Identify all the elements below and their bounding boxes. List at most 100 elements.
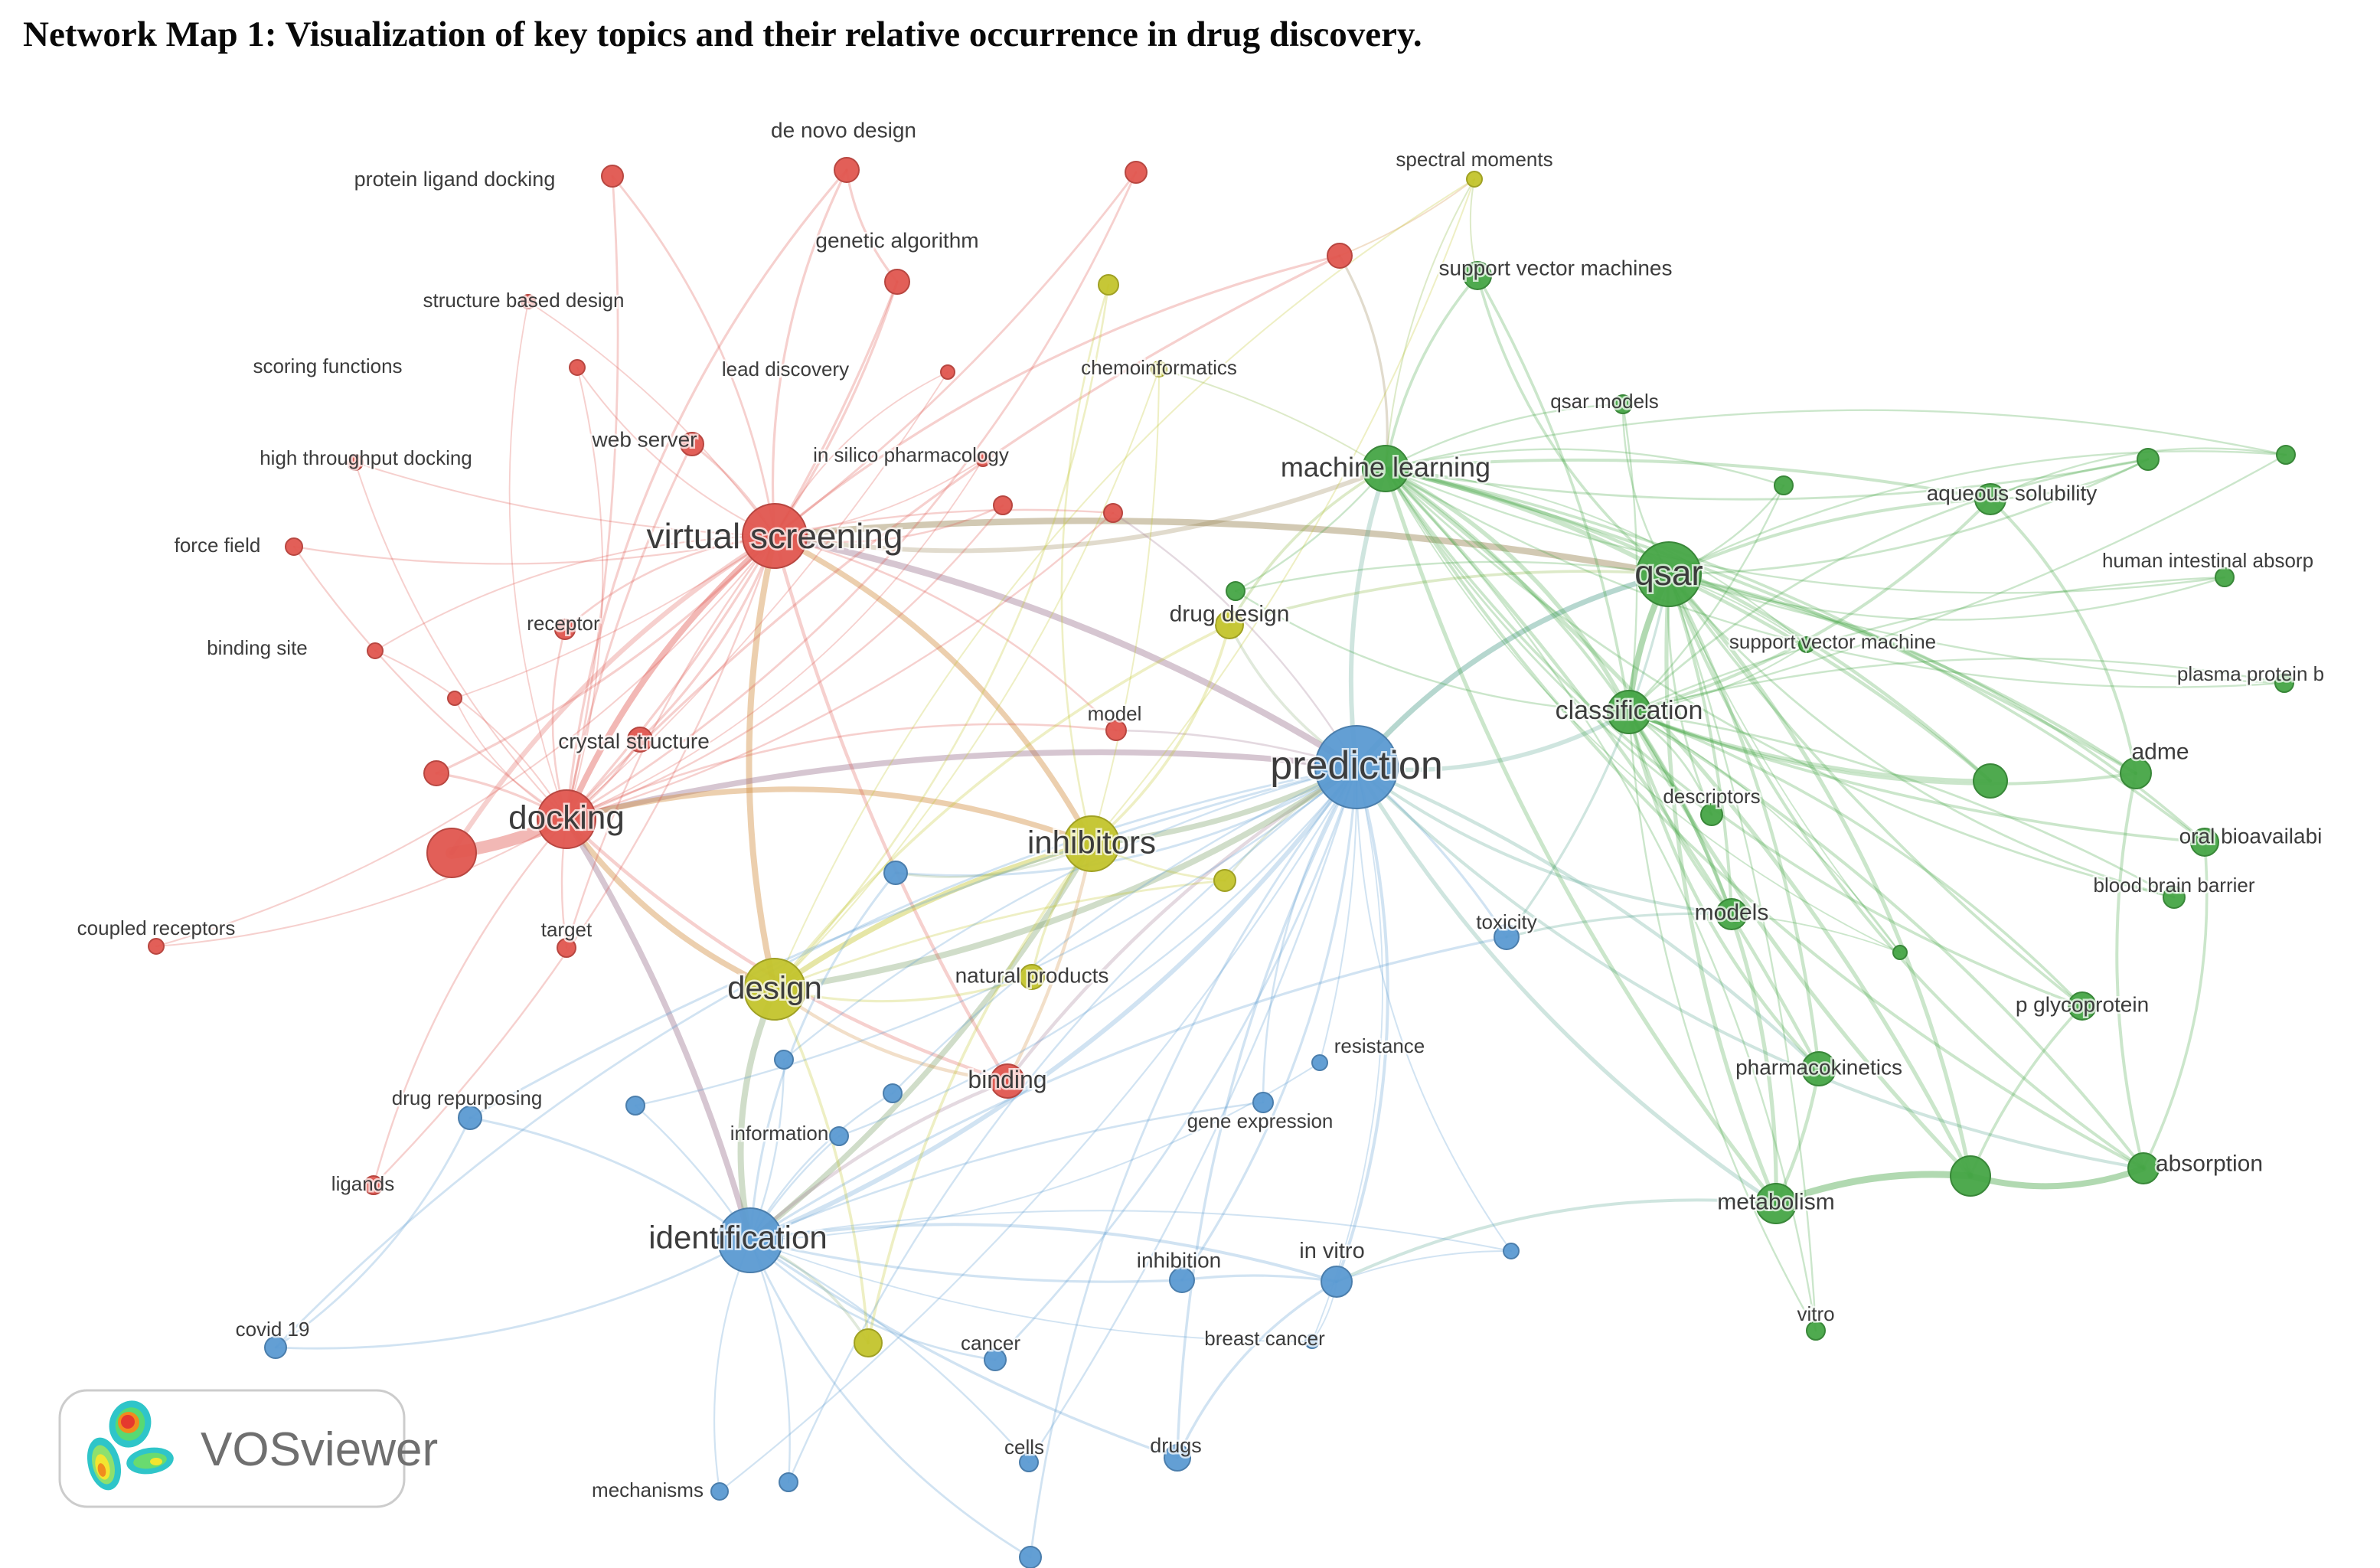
edge-absorption--classification xyxy=(1627,710,2145,1170)
node-prediction[interactable] xyxy=(1314,725,1399,809)
node-u1[interactable] xyxy=(447,691,462,706)
node-plasma-protein-b[interactable] xyxy=(2274,673,2294,693)
node-drug-repurposing[interactable] xyxy=(458,1106,482,1130)
node-protein-ligand-docking[interactable] xyxy=(601,165,624,188)
node-coupled-receptors[interactable] xyxy=(148,938,165,955)
node-u6[interactable] xyxy=(993,495,1013,515)
node-u20[interactable] xyxy=(883,1083,903,1103)
node-binding[interactable] xyxy=(990,1063,1025,1099)
node-u21[interactable] xyxy=(625,1096,645,1116)
node-u13[interactable] xyxy=(1226,581,1246,601)
node-absorption[interactable] xyxy=(2127,1152,2160,1184)
node-virtual-screening[interactable] xyxy=(742,503,808,569)
node-u4[interactable] xyxy=(1125,161,1148,184)
label-breast-cancer: breast cancer xyxy=(1204,1327,1325,1350)
node-u18[interactable] xyxy=(774,1050,794,1070)
node-toxicity[interactable] xyxy=(1494,924,1520,950)
label-force-field: force field xyxy=(175,534,261,557)
node-target[interactable] xyxy=(557,938,576,958)
label-structure-based-design: structure based design xyxy=(423,289,624,312)
node-in-silico-pharmacology[interactable] xyxy=(975,452,991,467)
node-force-field[interactable] xyxy=(285,537,303,556)
node-u24[interactable] xyxy=(1019,1546,1042,1568)
node-u2[interactable] xyxy=(426,828,477,878)
edge-high-throughput-docking--docking xyxy=(354,462,567,820)
node-ligands[interactable] xyxy=(364,1175,384,1195)
node-design[interactable] xyxy=(743,958,806,1021)
node-inhibition[interactable] xyxy=(1169,1267,1195,1293)
node-models[interactable] xyxy=(1716,898,1748,930)
node-resistance[interactable] xyxy=(1311,1054,1328,1071)
node-structure-based-design[interactable] xyxy=(521,294,536,309)
label-support-vector-machine: support vector machine xyxy=(1729,630,1936,653)
node-scoring-functions[interactable] xyxy=(569,359,586,376)
node-drug-design[interactable] xyxy=(1215,610,1244,639)
edge-p-glycoprotein--machine-learning xyxy=(1384,467,2084,1008)
node-natural-products[interactable] xyxy=(1019,964,1045,990)
node-u3[interactable] xyxy=(423,760,449,786)
node-u15[interactable] xyxy=(1950,1155,1991,1197)
node-u22[interactable] xyxy=(779,1472,798,1492)
node-p-glycoprotein[interactable] xyxy=(2068,991,2097,1021)
node-u16[interactable] xyxy=(1774,475,1794,495)
node-covid-19[interactable] xyxy=(264,1336,287,1359)
node-gene-expression[interactable] xyxy=(1252,1092,1274,1113)
node-inhibitors[interactable] xyxy=(1063,815,1120,872)
node-u8[interactable] xyxy=(1098,274,1119,296)
node-support-vector-machine[interactable] xyxy=(1798,636,1815,653)
node-pharmacokinetics[interactable] xyxy=(1801,1051,1836,1086)
node-qsar[interactable] xyxy=(1636,541,1702,607)
node-de-novo-design[interactable] xyxy=(834,157,860,183)
node-information[interactable] xyxy=(829,1126,849,1146)
node-blood-brain-barrier[interactable] xyxy=(2163,886,2186,909)
node-chemoinformatics[interactable] xyxy=(1151,361,1167,377)
edge-plasma-protein-b--machine-learning xyxy=(1384,467,2286,688)
label-gene-expression: gene expression xyxy=(1187,1109,1334,1132)
edge-u17--machine-learning xyxy=(1385,468,1901,953)
node-cells[interactable] xyxy=(1019,1452,1039,1472)
edge-cancer--prediction xyxy=(994,766,1358,1361)
node-metabolism[interactable] xyxy=(1755,1183,1797,1224)
edge-docking--scoring-functions xyxy=(566,367,604,820)
node-receptor[interactable] xyxy=(554,619,576,640)
node-web-server[interactable] xyxy=(680,432,704,456)
node-u19[interactable] xyxy=(883,861,908,885)
node-u10[interactable] xyxy=(854,1328,883,1357)
node-oral-bioavailabi[interactable] xyxy=(2190,828,2219,857)
node-cancer[interactable] xyxy=(984,1348,1007,1371)
node-u7[interactable] xyxy=(1103,503,1123,523)
node-model[interactable] xyxy=(1105,720,1127,741)
node-breast-cancer[interactable] xyxy=(1304,1334,1320,1349)
node-u12[interactable] xyxy=(2276,445,2296,465)
node-mechanisms[interactable] xyxy=(710,1482,729,1501)
node-classification[interactable] xyxy=(1607,690,1651,734)
node-genetic-algorithm[interactable] xyxy=(884,269,910,295)
node-aqueous-solubility[interactable] xyxy=(1974,483,2006,515)
edge-adme--machine-learning xyxy=(1384,467,2137,775)
node-u9[interactable] xyxy=(1213,869,1236,892)
node-binding-site[interactable] xyxy=(367,642,384,659)
node-crystal-structure[interactable] xyxy=(627,727,653,753)
node-descriptors[interactable] xyxy=(1700,803,1723,826)
node-identification[interactable] xyxy=(717,1207,783,1273)
node-docking[interactable] xyxy=(537,789,596,849)
node-drugs[interactable] xyxy=(1164,1444,1191,1472)
node-u11[interactable] xyxy=(2137,448,2160,471)
edge-virtual-screening--u4 xyxy=(773,171,1138,537)
node-vitro[interactable] xyxy=(1806,1321,1826,1341)
edge-covid-19--drug-repurposing xyxy=(274,1116,472,1349)
node-u17[interactable] xyxy=(1892,945,1908,960)
node-adme[interactable] xyxy=(2120,757,2152,789)
node-u14[interactable] xyxy=(1973,763,2008,799)
node-high-throughput-docking[interactable] xyxy=(347,454,364,471)
node-u23[interactable] xyxy=(1503,1243,1520,1259)
node-support-vector-machines[interactable] xyxy=(1463,261,1492,290)
node-human-intestinal-absorp[interactable] xyxy=(2215,567,2235,587)
node-u5[interactable] xyxy=(1327,243,1353,269)
node-lead-discovery[interactable] xyxy=(940,364,955,380)
node-qsar-models[interactable] xyxy=(1613,394,1633,414)
node-spectral-moments[interactable] xyxy=(1466,171,1483,188)
node-machine-learning[interactable] xyxy=(1362,445,1409,492)
node-in-vitro[interactable] xyxy=(1321,1266,1353,1298)
